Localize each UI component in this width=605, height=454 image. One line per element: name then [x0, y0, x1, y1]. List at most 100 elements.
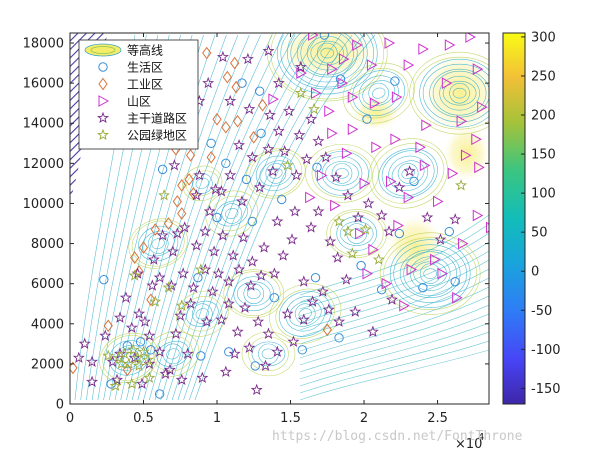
contour-ring — [195, 308, 209, 320]
data-point — [421, 211, 434, 223]
data-point — [166, 245, 179, 257]
data-point — [293, 129, 306, 141]
contour-ring — [346, 223, 367, 244]
contour-ring — [358, 75, 399, 111]
data-point — [371, 141, 382, 154]
data-point — [78, 337, 91, 349]
x-tick-label: 1.5 — [280, 411, 301, 426]
data-point — [409, 176, 419, 187]
data-point — [385, 175, 397, 188]
data-point — [324, 105, 335, 118]
data-point — [154, 389, 165, 399]
data-point — [231, 80, 241, 94]
contour-ring — [442, 80, 477, 106]
contour-ring — [419, 58, 489, 128]
data-point — [231, 325, 244, 337]
data-point — [184, 173, 194, 186]
data-point — [333, 215, 346, 227]
data-point — [362, 114, 372, 124]
contour-ring — [280, 33, 375, 90]
contour-ring — [192, 303, 213, 325]
contour-ring — [226, 271, 281, 317]
contour-ring — [141, 230, 175, 257]
data-point — [252, 315, 265, 327]
data-point — [222, 297, 235, 309]
data-point — [127, 343, 140, 355]
data-point — [268, 267, 281, 279]
contour-ring — [266, 33, 388, 102]
contour-line — [299, 250, 489, 324]
data-point — [316, 285, 329, 297]
data-point — [206, 150, 216, 164]
y-tick-label: 0 — [56, 398, 64, 413]
legend-label: 山区 — [127, 95, 151, 109]
data-point — [172, 195, 182, 208]
data-point — [403, 165, 416, 177]
x-tick-label: 0 — [66, 411, 74, 426]
data-point — [399, 299, 410, 312]
data-point — [238, 301, 251, 313]
contour-ring — [383, 237, 477, 310]
data-point — [157, 164, 168, 175]
data-point — [418, 282, 428, 293]
series-star-9aaa3a — [102, 86, 467, 392]
contour-ring — [265, 163, 287, 184]
contour-ring — [399, 249, 461, 298]
contour-ring — [215, 200, 249, 227]
data-point — [460, 149, 472, 162]
data-point — [327, 127, 338, 140]
data-point — [366, 59, 378, 71]
contour-line — [299, 322, 489, 380]
legend-label: 等高线 — [127, 43, 163, 58]
contour-ring — [182, 165, 223, 202]
data-point — [202, 76, 215, 89]
data-point — [111, 373, 124, 386]
data-point — [383, 225, 396, 237]
data-point — [272, 76, 285, 89]
data-point — [266, 165, 279, 177]
data-point — [119, 291, 132, 303]
contour-ring — [248, 336, 289, 372]
contour-ring — [259, 160, 293, 187]
data-point — [305, 191, 316, 204]
contour-ring — [241, 331, 296, 377]
data-point — [153, 271, 166, 283]
legend-marker-triangle — [98, 95, 110, 107]
data-point — [133, 359, 146, 371]
contour-ring — [422, 63, 489, 123]
data-point — [277, 194, 287, 205]
data-point — [281, 159, 294, 171]
contour-line — [299, 349, 489, 401]
contour-line — [137, 34, 261, 401]
data-point — [158, 189, 170, 201]
data-point — [203, 205, 216, 217]
data-point — [455, 179, 467, 191]
data-point — [308, 33, 319, 41]
data-point — [272, 125, 285, 137]
data-point — [125, 377, 138, 390]
data-point — [264, 108, 276, 121]
data-point — [113, 311, 126, 323]
data-point — [271, 215, 284, 227]
data-point — [219, 365, 232, 378]
contour-ring — [305, 144, 379, 203]
contour-ring — [403, 251, 457, 296]
data-point — [224, 169, 237, 181]
contour-ring — [288, 300, 322, 327]
data-point — [394, 228, 405, 239]
data-point — [227, 249, 240, 261]
y-tick-label: 6000 — [31, 277, 64, 292]
contour-ring — [99, 332, 159, 383]
data-point — [215, 185, 228, 197]
data-point — [193, 169, 206, 181]
data-point — [441, 77, 453, 89]
y-tick-label: 4000 — [31, 317, 64, 332]
data-point — [175, 373, 188, 386]
data-point — [221, 120, 231, 134]
series-triangle-cc33cc — [268, 33, 489, 312]
legend-label: 公园绿地区 — [127, 128, 187, 143]
data-point — [222, 275, 235, 287]
data-point — [369, 97, 381, 110]
data-point — [103, 319, 113, 333]
